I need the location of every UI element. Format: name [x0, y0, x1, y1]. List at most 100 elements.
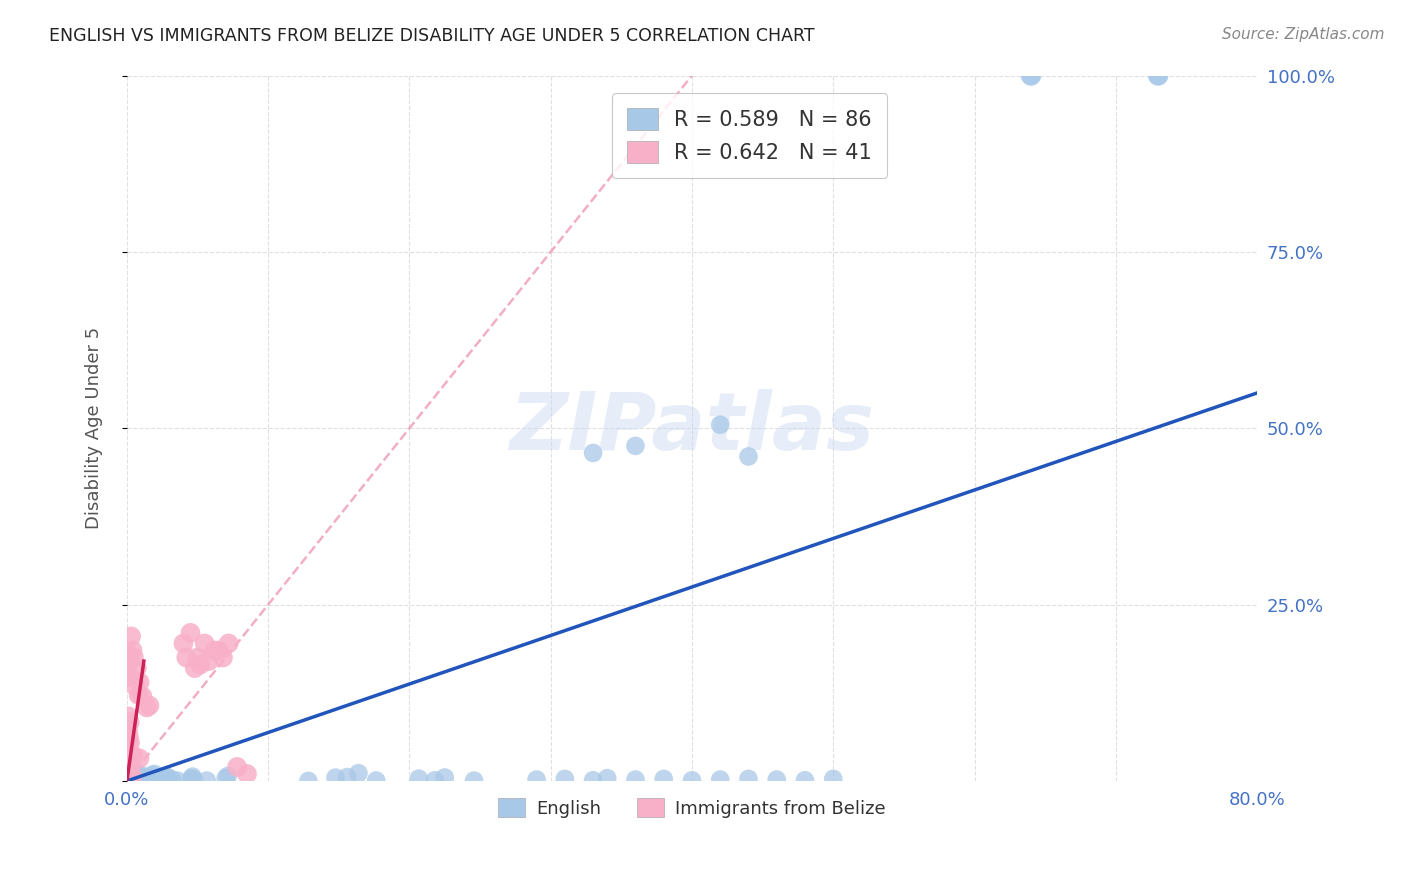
Point [138, 772, 160, 787]
Point [554, 772, 576, 786]
Point [162, 772, 184, 787]
Point [172, 636, 194, 650]
Point [187, 650, 209, 665]
Point [652, 772, 675, 786]
Point [217, 769, 239, 783]
Point [124, 773, 146, 788]
Point [121, 773, 143, 788]
Point [794, 773, 817, 788]
Point [174, 650, 197, 665]
Point [120, 772, 142, 787]
Point [156, 771, 179, 785]
Point [127, 772, 149, 787]
Point [120, 773, 142, 788]
Point [118, 652, 141, 666]
Point [117, 756, 139, 771]
Point [120, 773, 142, 788]
Point [236, 767, 259, 781]
Point [117, 771, 139, 785]
Point [135, 700, 157, 714]
Point [526, 772, 548, 787]
Point [138, 773, 160, 788]
Point [124, 679, 146, 693]
Point [125, 771, 148, 785]
Text: ENGLISH VS IMMIGRANTS FROM BELIZE DISABILITY AGE UNDER 5 CORRELATION CHART: ENGLISH VS IMMIGRANTS FROM BELIZE DISABI… [49, 27, 815, 45]
Point [128, 774, 150, 789]
Point [122, 773, 145, 788]
Point [208, 643, 231, 657]
Point [124, 771, 146, 785]
Point [124, 768, 146, 782]
Point [121, 772, 143, 787]
Point [139, 772, 162, 786]
Point [218, 636, 240, 650]
Point [624, 772, 647, 787]
Point [132, 771, 155, 785]
Point [681, 773, 703, 788]
Point [214, 772, 236, 786]
Point [226, 760, 249, 774]
Point [125, 773, 148, 788]
Point [737, 772, 759, 786]
Y-axis label: Disability Age Under 5: Disability Age Under 5 [86, 327, 103, 529]
Point [117, 774, 139, 789]
Point [194, 636, 217, 650]
Point [131, 772, 153, 787]
Point [134, 772, 156, 786]
Legend: English, Immigrants from Belize: English, Immigrants from Belize [491, 790, 893, 825]
Point [709, 772, 731, 787]
Point [118, 729, 141, 743]
Point [122, 748, 145, 763]
Point [121, 643, 143, 657]
Point [366, 773, 388, 788]
Text: Source: ZipAtlas.com: Source: ZipAtlas.com [1222, 27, 1385, 42]
Point [117, 773, 139, 788]
Point [166, 773, 188, 788]
Point [125, 770, 148, 784]
Text: ZIPatlas: ZIPatlas [509, 389, 875, 467]
Point [128, 772, 150, 787]
Point [183, 772, 205, 787]
Point [117, 723, 139, 737]
Point [128, 675, 150, 690]
Point [183, 661, 205, 675]
Point [423, 773, 446, 788]
Point [131, 770, 153, 784]
Point [823, 772, 845, 786]
Point [128, 772, 150, 786]
Point [117, 709, 139, 723]
Point [433, 771, 456, 785]
Point [117, 735, 139, 749]
Point [1147, 69, 1170, 83]
Point [146, 771, 169, 785]
Point [120, 736, 142, 750]
Point [709, 417, 731, 432]
Point [125, 661, 148, 675]
Point [127, 771, 149, 785]
Point [127, 773, 149, 788]
Point [737, 450, 759, 464]
Point [179, 625, 201, 640]
Point [582, 446, 605, 460]
Point [156, 770, 179, 784]
Point [124, 771, 146, 785]
Point [347, 766, 370, 780]
Point [117, 651, 139, 665]
Point [195, 773, 218, 788]
Point [124, 772, 146, 786]
Point [139, 772, 162, 787]
Point [120, 764, 142, 778]
Point [180, 772, 202, 786]
Point [325, 771, 347, 785]
Point [118, 714, 141, 729]
Point [212, 650, 235, 665]
Point [128, 688, 150, 702]
Point [117, 645, 139, 659]
Point [117, 771, 139, 785]
Point [135, 771, 157, 785]
Point [120, 629, 142, 643]
Point [143, 767, 166, 781]
Point [129, 773, 152, 788]
Point [120, 772, 142, 787]
Point [117, 665, 139, 680]
